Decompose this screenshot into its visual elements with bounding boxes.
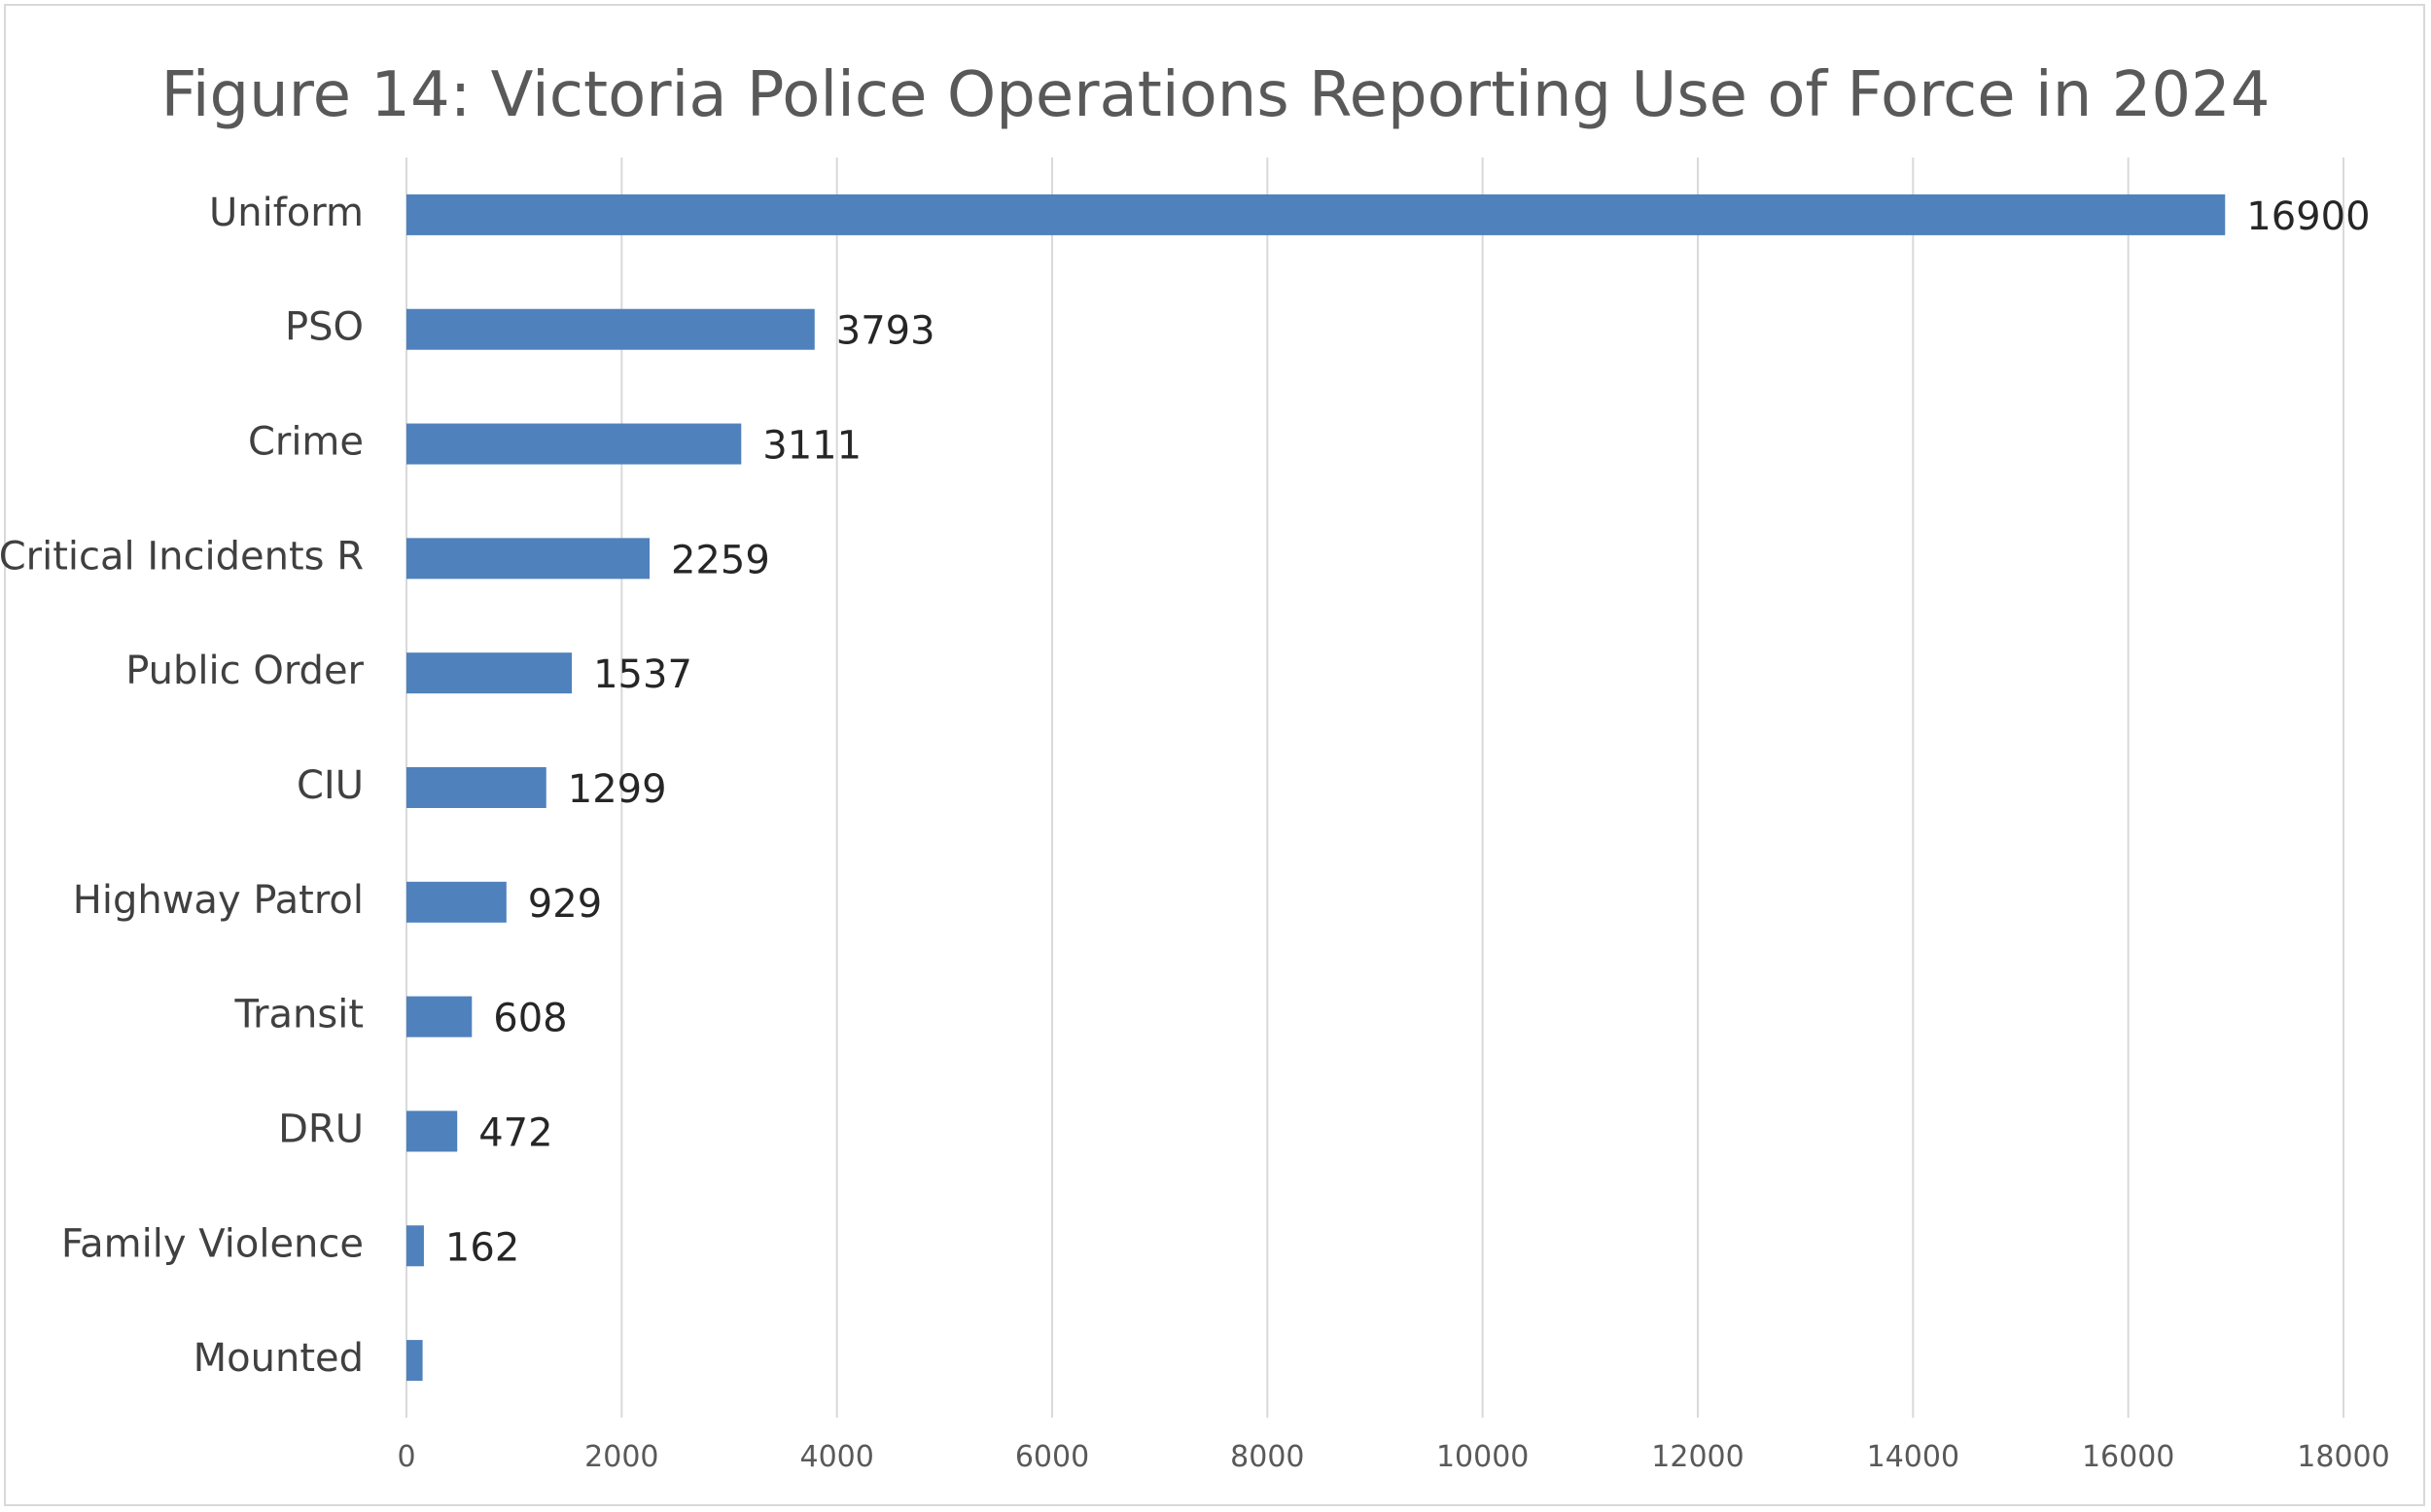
x-tick-label: 6000	[1015, 1440, 1089, 1474]
bars	[406, 193, 2226, 1382]
data-label: 16900	[2246, 194, 2370, 239]
x-tick-label: 2000	[584, 1440, 658, 1474]
category-label: DRU	[278, 1107, 364, 1151]
data-label: 608	[493, 997, 567, 1041]
bar	[406, 767, 546, 808]
bar	[406, 1110, 458, 1152]
category-label: Highway Patrol	[73, 878, 364, 923]
category-label: Critical Incidents R	[0, 534, 364, 579]
category-label: Crime	[248, 420, 364, 465]
bar	[406, 538, 650, 580]
bar	[406, 881, 507, 923]
x-tick-label: 18000	[2297, 1440, 2389, 1474]
x-tick-label: 10000	[1436, 1440, 1529, 1474]
bar	[406, 652, 573, 694]
category-label: Public Order	[125, 649, 364, 693]
category-label: Mounted	[194, 1336, 364, 1381]
chart-title: Figure 14: Victoria Police Operations Re…	[160, 59, 2271, 131]
category-label: Family Violence	[61, 1221, 364, 1266]
x-tick-label: 12000	[1651, 1440, 1744, 1474]
axis: 0 2000 4000 6000 8000 10000 12000 14000 16000 180…	[397, 1440, 2389, 1474]
data-label: 472	[478, 1110, 552, 1155]
bar	[406, 308, 815, 350]
x-tick-label: 4000	[799, 1440, 873, 1474]
data-label: 1537	[593, 652, 692, 697]
category-label: Uniform	[209, 191, 364, 235]
data-label: 929	[528, 882, 602, 927]
data-label: 2259	[671, 538, 770, 582]
x-tick-label: 8000	[1230, 1440, 1304, 1474]
bar	[406, 423, 742, 465]
bar	[406, 1340, 423, 1382]
data-label: 1299	[568, 767, 667, 812]
bar	[406, 193, 2226, 235]
gridlines	[405, 158, 2344, 1418]
bar	[406, 1225, 424, 1267]
x-tick-label: 0	[397, 1440, 415, 1474]
data-label: 162	[445, 1225, 519, 1270]
x-tick-label: 16000	[2082, 1440, 2174, 1474]
bar	[406, 996, 473, 1037]
category-label: CIU	[297, 763, 364, 808]
category-label: Transit	[234, 993, 365, 1037]
x-tick-label: 14000	[1867, 1440, 1959, 1474]
data-label: 3111	[762, 424, 862, 469]
labels: Uniform 16900 PSO 3793 Crime 3111 Critical Inc…	[0, 191, 2371, 1381]
data-label: 3793	[836, 309, 935, 354]
category-label: PSO	[285, 305, 364, 350]
